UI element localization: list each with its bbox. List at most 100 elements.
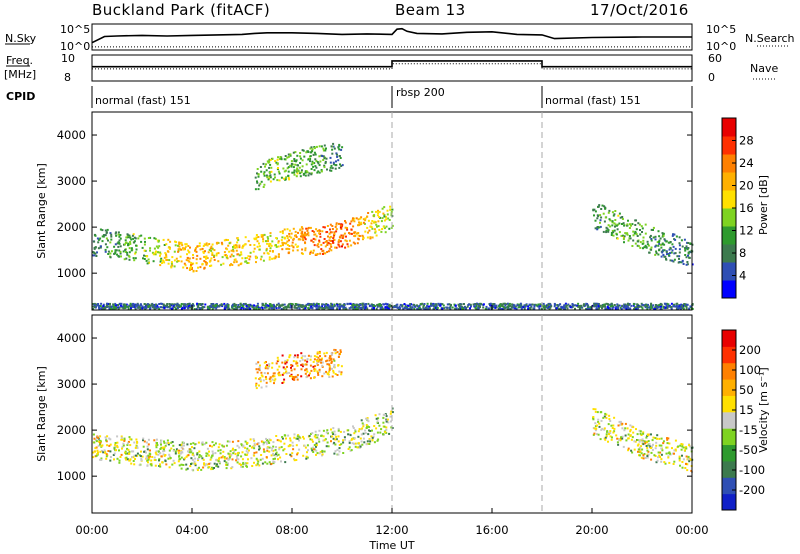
scatter-mark-1844: [437, 302, 440, 305]
scatter-mark-651: [366, 418, 369, 421]
scatter-mark-815: [106, 435, 109, 438]
scatter-mark-1107: [600, 208, 603, 210]
scatter-mark-409: [126, 458, 129, 461]
scatter-mark-647: [120, 255, 122, 258]
scatter-mark-505: [120, 435, 123, 438]
scatter-mark-2262: [197, 306, 200, 309]
scatter-mark-503: [275, 453, 277, 455]
scatter-mark-801: [166, 259, 169, 261]
scatter-mark-282: [323, 226, 326, 229]
scatter-mark-957: [300, 356, 303, 359]
scatter-mark-247: [366, 236, 369, 239]
scatter-mark-1156: [643, 246, 646, 249]
scatter-mark-240: [241, 458, 244, 461]
scatter-mark-432: [342, 235, 345, 238]
scatter-mark-1288: [598, 226, 601, 229]
scatter-mark-986: [279, 374, 282, 377]
scatter-mark-1355: [609, 435, 612, 438]
scatter-mark-412: [102, 234, 105, 237]
scatter-mark-1819: [549, 305, 552, 308]
power-ytick-0: 1000: [57, 266, 86, 280]
scatter-mark-262: [193, 454, 195, 457]
scatter-mark-990: [310, 163, 313, 166]
scatter-mark-833: [171, 264, 174, 267]
scatter-mark-43: [238, 246, 241, 249]
scatter-mark-122: [119, 252, 122, 255]
scatter-mark-169: [385, 215, 387, 218]
scatter-mark-528: [322, 253, 324, 255]
scatter-mark-56: [105, 453, 108, 456]
scatter-mark-552: [170, 447, 173, 450]
scatter-mark-312: [220, 456, 223, 459]
scatter-mark-1342: [637, 448, 640, 451]
scatter-mark-2701: [611, 304, 614, 307]
scatter-mark-455: [299, 229, 302, 232]
scatter-mark-324: [352, 425, 354, 428]
scatter-mark-159: [101, 229, 104, 232]
scatter-mark-585: [141, 246, 144, 249]
scatter-mark-1183: [643, 453, 646, 455]
scatter-mark-586: [105, 455, 108, 458]
scatter-mark-30: [225, 467, 228, 470]
scatter-mark-1271: [659, 237, 662, 240]
scatter-mark-348: [206, 244, 209, 247]
scatter-mark-174: [281, 241, 284, 244]
scatter-mark-1820: [470, 305, 472, 308]
scatter-mark-322: [357, 435, 360, 438]
scatter-mark-2753: [129, 302, 132, 305]
scatter-mark-404: [349, 449, 352, 452]
scatter-mark-291: [126, 253, 129, 256]
scatter-mark-2688: [388, 305, 391, 308]
scatter-mark-623: [296, 437, 299, 440]
velocity-colorbar-tick-4: -15: [739, 423, 758, 437]
scatter-mark-2603: [375, 308, 378, 310]
scatter-mark-929: [265, 174, 268, 177]
scatter-mark-2399: [354, 306, 357, 309]
scatter-mark-264: [296, 246, 299, 248]
scatter-mark-1191: [646, 240, 649, 243]
scatter-mark-407: [347, 448, 350, 450]
scatter-mark-936: [289, 154, 292, 157]
scatter-mark-1078: [326, 363, 329, 366]
scatter-mark-1194: [669, 452, 671, 455]
scatter-mark-742: [331, 435, 334, 438]
scatter-mark-344: [133, 463, 136, 466]
scatter-mark-1140: [607, 224, 610, 227]
scatter-mark-1092: [686, 469, 689, 472]
scatter-mark-1293: [691, 263, 694, 266]
scatter-mark-2417: [451, 306, 454, 309]
scatter-mark-649: [294, 234, 296, 237]
scatter-mark-870: [328, 367, 331, 370]
scatter-mark-374: [232, 447, 234, 450]
scatter-mark-2520: [123, 303, 126, 306]
scatter-mark-2554: [220, 304, 223, 307]
scatter-mark-277: [288, 248, 291, 251]
scatter-mark-81: [188, 451, 191, 454]
scatter-mark-97: [389, 208, 392, 211]
scatter-mark-2533: [404, 304, 407, 307]
scatter-mark-1313: [668, 442, 671, 445]
scatter-mark-2285: [314, 303, 317, 306]
scatter-mark-1658: [161, 306, 164, 309]
scatter-mark-877: [334, 373, 337, 375]
scatter-mark-1023: [256, 172, 258, 175]
scatter-mark-1323: [663, 249, 666, 252]
scatter-mark-2741: [169, 305, 172, 308]
scatter-mark-1770: [121, 306, 124, 309]
scatter-mark-928: [260, 374, 263, 377]
scatter-mark-157: [187, 249, 190, 252]
scatter-mark-210: [252, 445, 255, 448]
scatter-mark-381: [249, 255, 252, 258]
scatter-mark-627: [205, 255, 208, 258]
scatter-mark-1187: [680, 448, 683, 451]
scatter-mark-803: [321, 453, 324, 456]
scatter-mark-800: [371, 436, 374, 439]
scatter-mark-844: [288, 371, 291, 374]
scatter-mark-1163: [652, 443, 654, 446]
scatter-mark-1017: [295, 169, 298, 172]
scatter-mark-2130: [319, 306, 322, 309]
scatter-mark-98: [162, 260, 165, 262]
scatter-mark-1290: [658, 248, 661, 251]
scatter-mark-694: [106, 246, 109, 249]
scatter-mark-90: [279, 230, 282, 233]
